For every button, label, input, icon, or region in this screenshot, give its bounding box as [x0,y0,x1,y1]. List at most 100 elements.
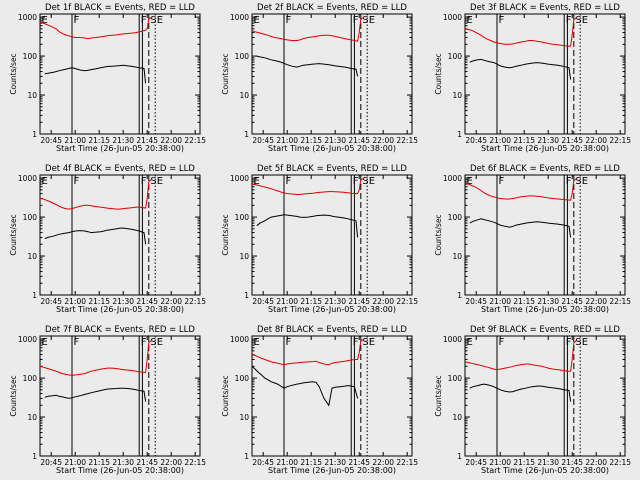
marker-label: S [575,176,581,187]
x-tick-label: 21:45 [136,136,158,145]
marker-label: F [286,176,292,187]
x-axis-label: Start Time (26-Jun-05 20:38:00) [56,466,184,475]
plot-frame [251,13,413,135]
marker-label: F [286,15,292,26]
marker-label: F [566,15,572,26]
marker-label: E [369,176,375,187]
chart-panel-9: Det 9f BLACK = Events, RED = LLD 1 10 100 10… [434,325,631,475]
y-axis-label: Counts/sec [221,375,230,416]
series-line-lld [464,177,578,201]
marker-label: F [74,15,80,26]
y-tick-label: 10 [27,413,37,422]
y-axis-label: Counts/sec [9,375,18,416]
x-tick-label: 21:30 [537,136,559,145]
x-tick-label: 21:30 [112,458,134,467]
series-line-events [256,214,359,238]
x-tick-label: 21:00 [276,458,298,467]
y-tick-label: 1 [244,130,249,139]
marker-label: F [353,176,359,187]
x-axis-label: Start Time (26-Jun-05 20:38:00) [481,305,609,314]
series-line-lld [251,338,365,366]
x-tick-label: 22:00 [585,136,607,145]
marker-label: S [362,337,368,348]
marker-label: F [74,176,80,187]
marker-label: F [353,15,359,26]
marker-label: F [499,337,505,348]
x-axis-label: Start Time (26-Jun-05 20:38:00) [268,466,396,475]
x-tick-label: 22:00 [160,458,182,467]
y-tick-label: 100 [235,374,250,383]
y-tick-label: 10 [239,252,249,261]
y-tick-label: 1000 [230,13,249,22]
x-tick-label: 21:15 [513,136,535,145]
x-tick-label: 21:30 [537,458,559,467]
y-tick-label: 10 [452,252,462,261]
chart-panel-4: Det 4f BLACK = Events, RED = LLD 1 10 100 10… [9,164,206,314]
x-tick-label: 21:30 [112,297,134,306]
x-tick-label: 22:15 [396,136,418,145]
x-tick-label: 21:00 [276,136,298,145]
x-tick-label: 22:00 [585,458,607,467]
y-axis-label: Counts/sec [221,214,230,255]
y-tick-label: 1000 [18,174,37,183]
x-tick-label: 21:15 [88,297,110,306]
x-axis-label: Start Time (26-Jun-05 20:38:00) [56,144,184,153]
y-tick-label: 10 [452,413,462,422]
y-tick-label: 100 [235,52,250,61]
marker-label: F [499,176,505,187]
marker-label: E [254,337,260,348]
marker-label: E [369,15,375,26]
chart-title: Det 9f BLACK = Events, RED = LLD [470,325,620,335]
marker-label: E [157,15,163,26]
x-tick-label: 20:45 [40,297,62,306]
y-tick-label: 100 [23,213,38,222]
x-tick-label: 21:00 [64,458,86,467]
marker-label: E [42,15,48,26]
y-axis-label: Counts/sec [9,53,18,94]
x-tick-label: 21:00 [489,136,511,145]
plot-frame [251,174,413,296]
x-tick-label: 21:00 [276,297,298,306]
series-line-lld [39,339,153,376]
series-line-events [251,365,359,407]
y-tick-label: 10 [239,413,249,422]
x-tick-label: 21:15 [300,297,322,306]
plot-frame [39,174,201,296]
y-tick-label: 10 [452,91,462,100]
y-tick-label: 1000 [18,13,37,22]
marker-label: E [254,15,260,26]
x-tick-label: 22:15 [184,297,206,306]
marker-label: F [141,337,147,348]
marker-label: F [353,337,359,348]
marker-label: F [141,15,147,26]
chart-panel-2: Det 2f BLACK = Events, RED = LLD 1 10 100 10… [221,3,418,153]
x-tick-label: 21:30 [324,297,346,306]
y-tick-label: 100 [235,213,250,222]
marker-label: F [74,337,80,348]
x-tick-label: 21:15 [88,458,110,467]
y-tick-label: 100 [448,52,463,61]
marker-label: E [582,337,588,348]
series-line-events [44,387,147,402]
y-tick-label: 1 [244,452,249,461]
x-tick-label: 22:00 [372,297,394,306]
x-tick-label: 21:15 [300,136,322,145]
x-tick-label: 22:00 [372,136,394,145]
marker-label: S [362,176,368,187]
series-line-events [469,218,572,238]
y-tick-label: 10 [27,91,37,100]
y-axis-label: Counts/sec [434,214,443,255]
x-tick-label: 21:30 [324,136,346,145]
x-tick-label: 21:15 [300,458,322,467]
y-axis-label: Counts/sec [434,53,443,94]
y-axis-label: Counts/sec [434,375,443,416]
marker-label: S [575,337,581,348]
x-tick-label: 22:00 [160,136,182,145]
marker-label: E [467,176,473,187]
chart-panel-6: Det 6f BLACK = Events, RED = LLD 1 10 100 10… [434,164,631,314]
y-tick-label: 1 [32,291,37,300]
marker-label: E [157,337,163,348]
series-line-events [469,58,572,80]
x-tick-label: 21:45 [136,458,158,467]
y-tick-label: 1000 [443,335,462,344]
